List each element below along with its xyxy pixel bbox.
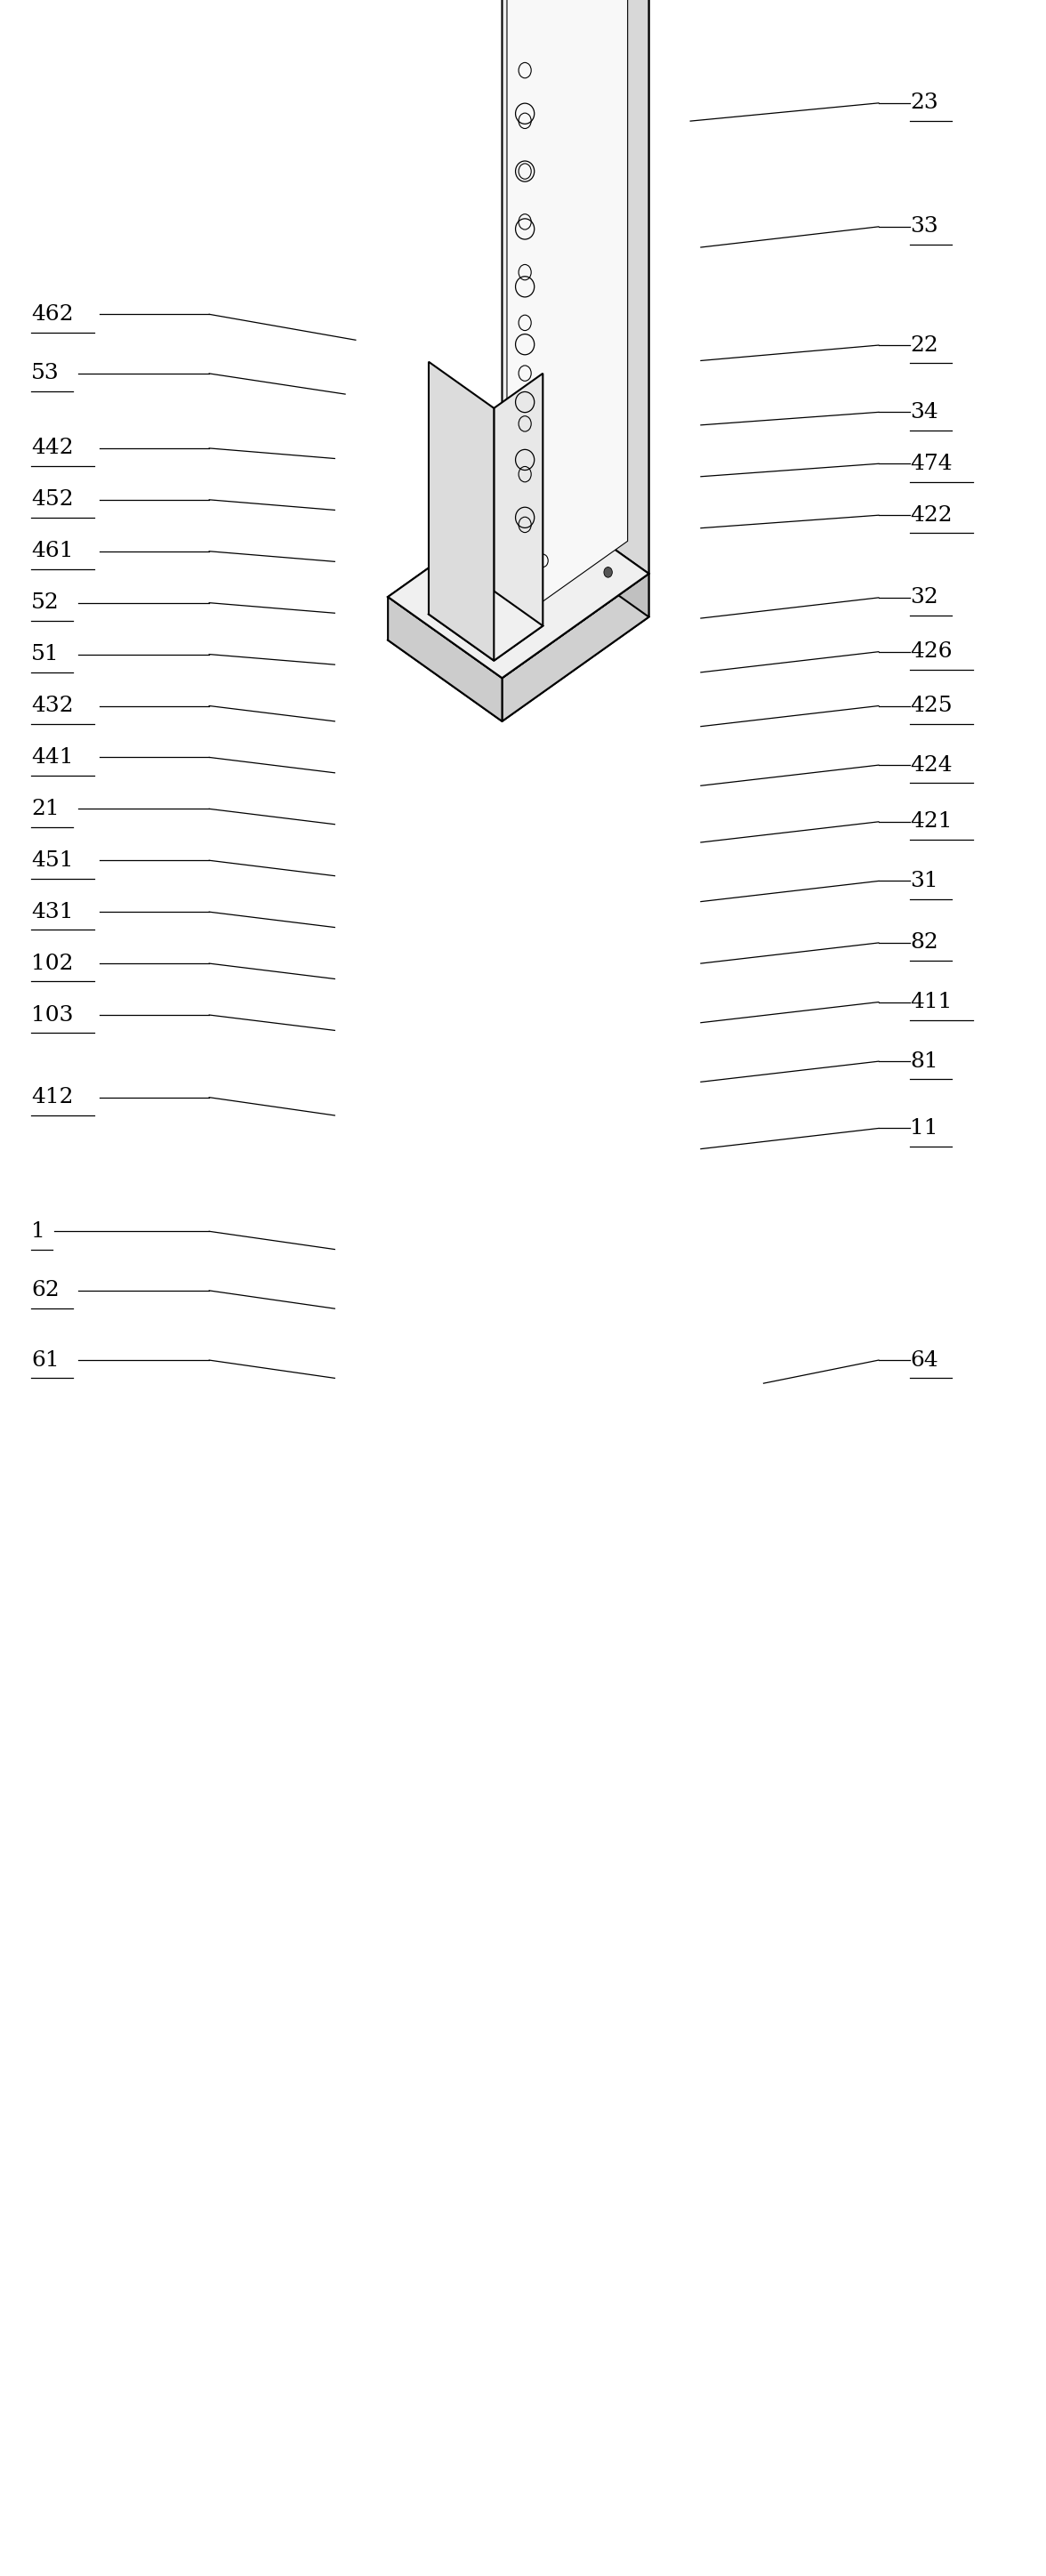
Text: 61: 61 [31, 1350, 60, 1370]
Text: 52: 52 [31, 592, 60, 613]
Polygon shape [494, 374, 543, 659]
Text: 23: 23 [910, 93, 938, 113]
Text: 11: 11 [910, 1118, 938, 1139]
Text: 32: 32 [910, 587, 938, 608]
Polygon shape [388, 492, 649, 677]
Text: 442: 442 [31, 438, 73, 459]
Polygon shape [535, 0, 649, 574]
Text: 452: 452 [31, 489, 73, 510]
Text: 53: 53 [31, 363, 60, 384]
Polygon shape [502, 0, 649, 677]
Text: 424: 424 [910, 755, 952, 775]
Ellipse shape [514, 572, 524, 585]
Text: 462: 462 [31, 304, 73, 325]
Text: 426: 426 [910, 641, 952, 662]
Text: 1: 1 [31, 1221, 45, 1242]
Ellipse shape [530, 515, 539, 526]
Text: 64: 64 [910, 1350, 938, 1370]
Text: 412: 412 [31, 1087, 73, 1108]
Text: 441: 441 [31, 747, 73, 768]
Polygon shape [535, 492, 649, 618]
Text: 451: 451 [31, 850, 73, 871]
Ellipse shape [433, 585, 441, 595]
Text: 103: 103 [31, 1005, 73, 1025]
Ellipse shape [538, 554, 548, 567]
Polygon shape [507, 0, 628, 626]
Text: 34: 34 [910, 402, 938, 422]
Text: 102: 102 [31, 953, 73, 974]
Text: 421: 421 [910, 811, 952, 832]
Text: 62: 62 [31, 1280, 60, 1301]
Text: 432: 432 [31, 696, 73, 716]
Text: 81: 81 [910, 1051, 938, 1072]
Text: 425: 425 [910, 696, 952, 716]
Text: 474: 474 [910, 453, 952, 474]
Text: 431: 431 [31, 902, 73, 922]
Text: 422: 422 [910, 505, 952, 526]
Text: 51: 51 [31, 644, 60, 665]
Polygon shape [429, 580, 543, 659]
Text: 22: 22 [910, 335, 938, 355]
Text: 21: 21 [31, 799, 60, 819]
Text: 82: 82 [910, 933, 938, 953]
Polygon shape [429, 361, 494, 659]
Polygon shape [388, 492, 649, 677]
Text: 31: 31 [910, 871, 938, 891]
Polygon shape [502, 574, 649, 721]
Text: 33: 33 [910, 216, 938, 237]
Text: 461: 461 [31, 541, 73, 562]
Text: 411: 411 [910, 992, 952, 1012]
Polygon shape [388, 536, 649, 721]
Ellipse shape [604, 567, 612, 577]
Ellipse shape [506, 636, 515, 647]
Polygon shape [388, 598, 502, 721]
